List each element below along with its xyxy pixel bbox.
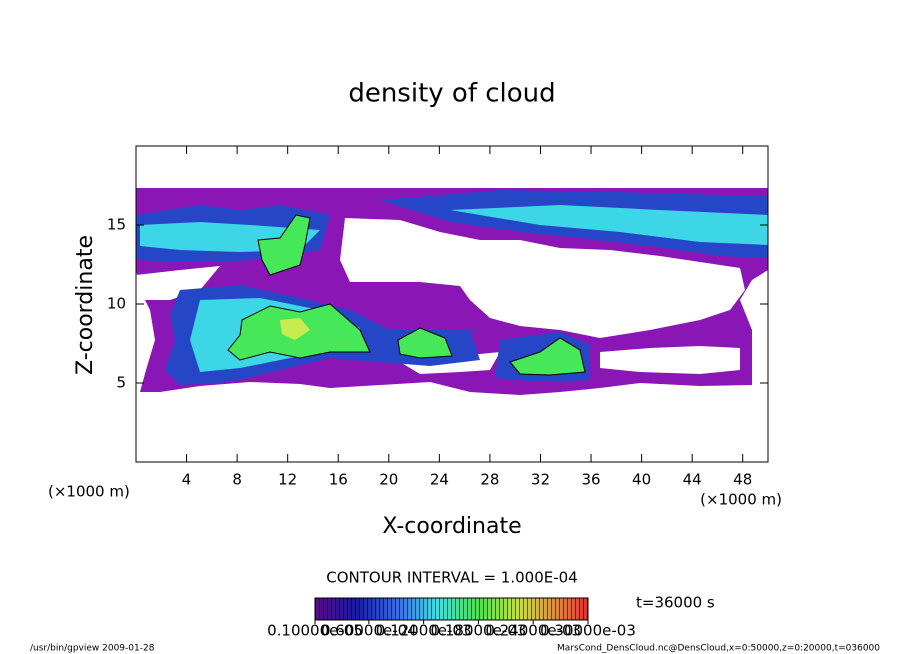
x-tick-label: 32: [531, 471, 550, 489]
x-tick-label: 8: [232, 471, 242, 489]
footer-left: /usr/bin/gpview 2009-01-28: [30, 644, 155, 654]
y-axis-label: Z-coordinate: [73, 235, 98, 375]
colorbar-tick-label: 0.10000e-05: [267, 622, 363, 640]
y-tick-label: 15: [107, 216, 126, 234]
colorbar-tick-label: 0.12000e-03: [376, 622, 472, 640]
colorbar-frame: [314, 597, 589, 621]
field-hole: [340, 218, 745, 338]
colorbar-tick-label: 0.18000e-03: [431, 622, 527, 640]
x-unit: (×1000 m): [700, 491, 782, 509]
x-tick-label: 12: [278, 471, 297, 489]
y-unit: (×1000 m): [48, 483, 130, 501]
x-tick-label: 40: [632, 471, 651, 489]
x-tick-label: 48: [733, 471, 752, 489]
field-hole: [600, 346, 740, 374]
x-tick-label: 28: [480, 471, 499, 489]
y-tick-label: 10: [107, 295, 126, 313]
chart-title: density of cloud: [348, 79, 555, 109]
x-tick-label: 24: [430, 471, 449, 489]
y-tick-label: 5: [116, 374, 126, 392]
contour-interval: CONTOUR INTERVAL = 1.000E-04: [326, 569, 577, 587]
x-tick-label: 16: [329, 471, 348, 489]
x-axis-label: X-coordinate: [382, 514, 521, 539]
field-yellow: [280, 318, 310, 340]
x-tick-label: 36: [581, 471, 600, 489]
colorbar-tick-label: 0.60000e-04: [321, 622, 417, 640]
field-green: [509, 337, 586, 376]
time-label: t=36000 s: [636, 594, 715, 612]
x-tick-label: 44: [683, 471, 702, 489]
footer-right: MarsCond_DensCloud.nc@DensCloud,x=0:5000…: [557, 644, 880, 654]
x-tick-label: 4: [182, 471, 192, 489]
field-cyan: [450, 205, 768, 245]
contour-field: [136, 188, 768, 395]
x-tick-label: 20: [379, 471, 398, 489]
colorbar-tick-label: 0.24000e-03: [485, 622, 581, 640]
colorbar-tick-label: 0.30000e-03: [540, 622, 636, 640]
field-green: [397, 327, 453, 359]
field-hole: [136, 266, 220, 300]
field-green: [257, 214, 311, 276]
